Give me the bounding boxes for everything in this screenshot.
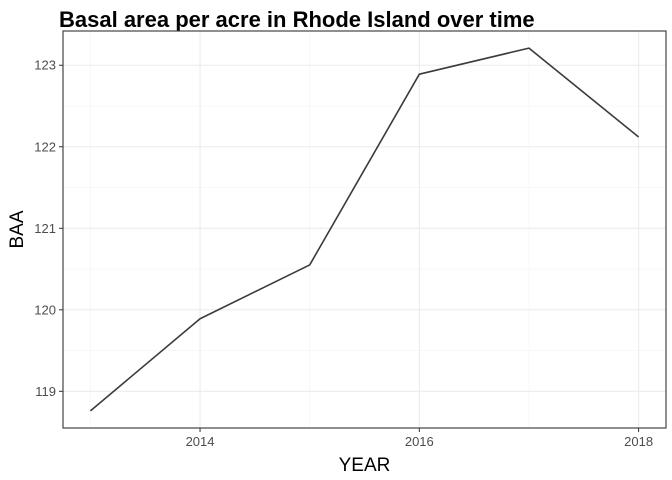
minor-gridlines (63, 31, 666, 428)
y-tick-label: 123 (34, 58, 56, 73)
y-tick-label: 120 (34, 302, 56, 317)
y-tick-label: 122 (34, 139, 56, 154)
y-axis-title: BAA (7, 210, 28, 248)
x-tick-label: 2016 (405, 434, 434, 449)
y-tick-label: 119 (35, 384, 56, 399)
chart-title: Basal area per acre in Rhode Island over… (59, 7, 535, 32)
x-tick-label: 2018 (624, 434, 653, 449)
major-gridlines (63, 31, 666, 428)
series-line (89, 47, 640, 412)
x-axis-title: YEAR (339, 455, 391, 476)
plot-panel-border (62, 30, 667, 429)
x-axis: 2014 2016 2018 (186, 428, 653, 449)
y-axis: 119 120 121 122 123 (34, 58, 63, 399)
series-layer (89, 47, 640, 412)
y-tick-label: 121 (34, 221, 56, 236)
x-tick-label: 2014 (186, 434, 215, 449)
